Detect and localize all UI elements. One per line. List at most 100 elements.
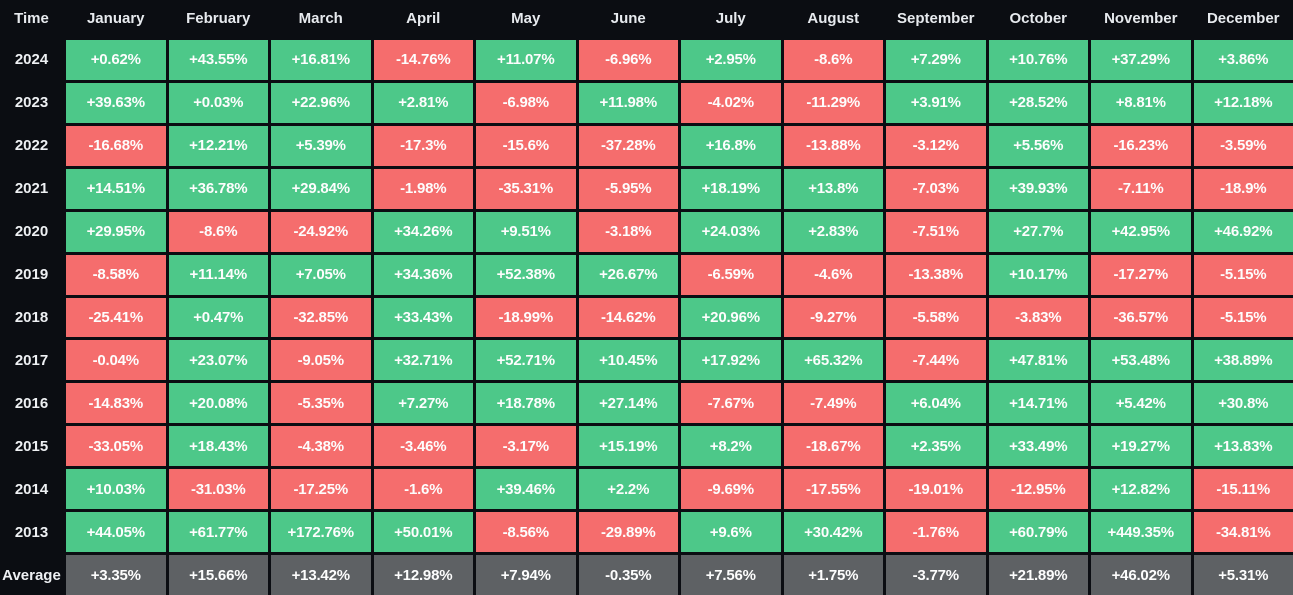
- cell-2013-november: +449.35%: [1091, 512, 1191, 553]
- cell-2019-october: +10.17%: [988, 254, 1088, 295]
- cell-average-august: +1.75%: [783, 555, 883, 595]
- cell-2024-may: +11.07%: [476, 40, 576, 80]
- cell-2024-september: +7.29%: [886, 40, 986, 80]
- cell-2017-may: +52.71%: [476, 340, 576, 381]
- cell-2024-december: +3.86%: [1193, 40, 1293, 80]
- row-label-2014: 2014: [14, 480, 49, 498]
- cell-2014-october: -12.95%: [988, 469, 1088, 510]
- cell-2019-april: +34.36%: [373, 254, 473, 295]
- cell-2022-june: -37.28%: [578, 125, 678, 166]
- cell-2015-march: -4.38%: [271, 426, 371, 467]
- cell-2021-february: +36.78%: [168, 168, 268, 209]
- cell-2015-january: -33.05%: [66, 426, 166, 467]
- cell-2021-august: +13.8%: [783, 168, 883, 209]
- cell-2020-february: -8.6%: [168, 211, 268, 252]
- cell-2018-january: -25.41%: [66, 297, 166, 338]
- cell-2024-august: -8.6%: [783, 40, 883, 80]
- cell-2015-july: +8.2%: [681, 426, 781, 467]
- cell-2022-january: -16.68%: [66, 125, 166, 166]
- cell-2013-june: -29.89%: [578, 512, 678, 553]
- cell-2014-may: +39.46%: [476, 469, 576, 510]
- cell-average-march: +13.42%: [271, 555, 371, 595]
- cell-2022-september: -3.12%: [886, 125, 986, 166]
- cell-average-june: -0.35%: [578, 555, 678, 595]
- cell-2013-march: +172.76%: [271, 512, 371, 553]
- cell-2022-february: +12.21%: [168, 125, 268, 166]
- cell-average-april: +12.98%: [373, 555, 473, 595]
- cell-2016-june: +27.14%: [578, 383, 678, 424]
- row-label-average: Average: [2, 566, 61, 584]
- row-label-2016: 2016: [14, 394, 49, 412]
- cell-2017-february: +23.07%: [168, 340, 268, 381]
- cell-average-november: +46.02%: [1091, 555, 1191, 595]
- cell-2018-march: -32.85%: [271, 297, 371, 338]
- cell-average-september: -3.77%: [886, 555, 986, 595]
- cell-2024-june: -6.96%: [578, 40, 678, 80]
- cell-2015-april: -3.46%: [373, 426, 473, 467]
- cell-2018-february: +0.47%: [168, 297, 268, 338]
- cell-2022-july: +16.8%: [681, 125, 781, 166]
- cell-2022-december: -3.59%: [1193, 125, 1293, 166]
- cell-2014-january: +10.03%: [66, 469, 166, 510]
- cell-average-july: +7.56%: [681, 555, 781, 595]
- cell-2023-january: +39.63%: [66, 82, 166, 123]
- cell-2022-august: -13.88%: [783, 125, 883, 166]
- cell-2023-july: -4.02%: [681, 82, 781, 123]
- cell-2018-april: +33.43%: [373, 297, 473, 338]
- cell-2019-january: -8.58%: [66, 254, 166, 295]
- cell-2023-december: +12.18%: [1193, 82, 1293, 123]
- cell-2015-june: +15.19%: [578, 426, 678, 467]
- cell-2013-september: -1.76%: [886, 512, 986, 553]
- cell-2014-february: -31.03%: [168, 469, 268, 510]
- cell-2019-december: -5.15%: [1193, 254, 1293, 295]
- cell-2021-april: -1.98%: [373, 168, 473, 209]
- cell-2020-december: +46.92%: [1193, 211, 1293, 252]
- column-header-may: May: [511, 10, 541, 27]
- cell-2019-august: -4.6%: [783, 254, 883, 295]
- corner-header-time: Time: [14, 10, 49, 27]
- column-header-july: July: [715, 10, 746, 27]
- cell-2014-september: -19.01%: [886, 469, 986, 510]
- cell-2015-september: +2.35%: [886, 426, 986, 467]
- cell-2020-october: +27.7%: [988, 211, 1088, 252]
- column-header-january: January: [86, 10, 145, 27]
- cell-2021-july: +18.19%: [681, 168, 781, 209]
- cell-2014-june: +2.2%: [578, 469, 678, 510]
- cell-average-october: +21.89%: [988, 555, 1088, 595]
- cell-2018-october: -3.83%: [988, 297, 1088, 338]
- cell-2018-may: -18.99%: [476, 297, 576, 338]
- cell-2023-april: +2.81%: [373, 82, 473, 123]
- cell-2021-december: -18.9%: [1193, 168, 1293, 209]
- cell-2021-november: -7.11%: [1091, 168, 1191, 209]
- column-header-march: March: [298, 10, 343, 27]
- cell-2013-january: +44.05%: [66, 512, 166, 553]
- row-label-2024: 2024: [14, 51, 49, 69]
- cell-2019-march: +7.05%: [271, 254, 371, 295]
- cell-average-january: +3.35%: [66, 555, 166, 595]
- cell-2016-february: +20.08%: [168, 383, 268, 424]
- cell-2020-november: +42.95%: [1091, 211, 1191, 252]
- cell-2017-january: -0.04%: [66, 340, 166, 381]
- cell-2016-january: -14.83%: [66, 383, 166, 424]
- cell-2018-december: -5.15%: [1193, 297, 1293, 338]
- row-label-2023: 2023: [14, 94, 49, 112]
- cell-2014-july: -9.69%: [681, 469, 781, 510]
- cell-average-may: +7.94%: [476, 555, 576, 595]
- cell-2024-april: -14.76%: [373, 40, 473, 80]
- cell-2018-august: -9.27%: [783, 297, 883, 338]
- cell-2016-april: +7.27%: [373, 383, 473, 424]
- cell-2014-november: +12.82%: [1091, 469, 1191, 510]
- row-label-2015: 2015: [14, 437, 49, 455]
- cell-2021-june: -5.95%: [578, 168, 678, 209]
- cell-2020-march: -24.92%: [271, 211, 371, 252]
- cell-2022-november: -16.23%: [1091, 125, 1191, 166]
- cell-2015-october: +33.49%: [988, 426, 1088, 467]
- cell-2019-june: +26.67%: [578, 254, 678, 295]
- cell-average-february: +15.66%: [168, 555, 268, 595]
- cell-2019-september: -13.38%: [886, 254, 986, 295]
- cell-2013-july: +9.6%: [681, 512, 781, 553]
- row-label-2022: 2022: [14, 137, 49, 155]
- cell-2023-may: -6.98%: [476, 82, 576, 123]
- row-label-2019: 2019: [14, 266, 49, 284]
- cell-2021-september: -7.03%: [886, 168, 986, 209]
